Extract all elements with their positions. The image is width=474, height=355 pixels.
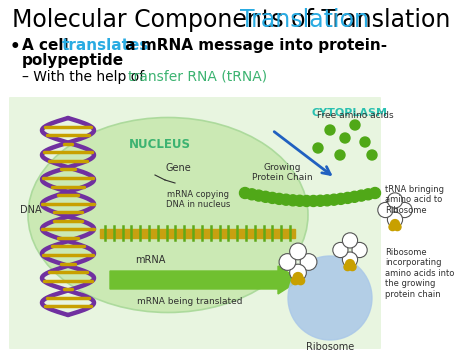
- Circle shape: [253, 190, 264, 201]
- Circle shape: [360, 137, 370, 147]
- Text: Ribosome: Ribosome: [306, 342, 354, 352]
- Circle shape: [260, 191, 271, 202]
- Circle shape: [273, 193, 285, 204]
- Circle shape: [342, 233, 357, 248]
- Circle shape: [301, 196, 312, 207]
- Circle shape: [352, 242, 367, 258]
- Circle shape: [290, 243, 306, 260]
- FancyArrow shape: [100, 229, 295, 237]
- Circle shape: [279, 253, 296, 271]
- Text: A cell: A cell: [22, 38, 74, 53]
- Text: mRNA being translated: mRNA being translated: [137, 297, 243, 306]
- Text: transfer RNA (tRNA): transfer RNA (tRNA): [128, 70, 267, 84]
- Text: Gene: Gene: [165, 163, 191, 173]
- Text: DNA: DNA: [20, 205, 42, 215]
- Circle shape: [342, 252, 357, 267]
- Circle shape: [328, 194, 339, 205]
- Circle shape: [340, 133, 350, 143]
- Circle shape: [239, 187, 250, 198]
- Circle shape: [292, 277, 299, 285]
- Text: •: •: [10, 38, 21, 56]
- Circle shape: [293, 273, 303, 282]
- Circle shape: [391, 220, 400, 228]
- Circle shape: [350, 120, 360, 130]
- Circle shape: [367, 150, 377, 160]
- Circle shape: [325, 125, 335, 135]
- FancyBboxPatch shape: [9, 97, 381, 349]
- Circle shape: [246, 189, 257, 200]
- Circle shape: [321, 195, 333, 206]
- Circle shape: [267, 192, 278, 203]
- Text: polypeptide: polypeptide: [22, 53, 124, 68]
- Circle shape: [363, 189, 374, 200]
- Circle shape: [356, 190, 367, 201]
- Circle shape: [288, 256, 372, 340]
- Text: CYTOPLASM: CYTOPLASM: [312, 108, 388, 118]
- Circle shape: [290, 264, 306, 281]
- Text: Growing
Protein Chain: Growing Protein Chain: [252, 163, 312, 182]
- Circle shape: [389, 223, 396, 231]
- Circle shape: [335, 150, 345, 160]
- Text: mRNA: mRNA: [135, 255, 165, 265]
- Text: Ribosome
incorporating
amino acids into
the growing
protein chain: Ribosome incorporating amino acids into …: [385, 248, 455, 299]
- Circle shape: [342, 192, 353, 203]
- Circle shape: [281, 194, 292, 205]
- Text: NUCLEUS: NUCLEUS: [129, 138, 191, 151]
- Circle shape: [297, 277, 305, 285]
- FancyArrow shape: [110, 266, 300, 294]
- Circle shape: [300, 253, 317, 271]
- Circle shape: [335, 193, 346, 204]
- Text: – With the help of: – With the help of: [22, 70, 149, 84]
- Circle shape: [287, 195, 299, 206]
- Circle shape: [294, 195, 305, 206]
- Circle shape: [346, 260, 355, 268]
- Circle shape: [344, 263, 351, 271]
- Circle shape: [387, 212, 402, 227]
- Circle shape: [378, 202, 393, 218]
- Text: mRNA copying
DNA in nucleus: mRNA copying DNA in nucleus: [166, 190, 230, 209]
- Text: Molecular Components of Translation: Molecular Components of Translation: [12, 8, 450, 32]
- Text: a mRNA message into protein-: a mRNA message into protein-: [120, 38, 387, 53]
- Text: Translation: Translation: [240, 8, 369, 32]
- Text: tRNA bringing
amino acid to
Ribosome: tRNA bringing amino acid to Ribosome: [385, 185, 444, 215]
- Circle shape: [397, 202, 412, 218]
- Circle shape: [313, 143, 323, 153]
- Circle shape: [333, 242, 348, 258]
- Circle shape: [349, 263, 356, 271]
- Circle shape: [370, 187, 381, 198]
- Circle shape: [387, 193, 402, 208]
- Ellipse shape: [28, 118, 308, 312]
- Circle shape: [315, 195, 326, 206]
- Circle shape: [308, 196, 319, 207]
- Text: translates: translates: [62, 38, 149, 53]
- Text: Free amino acids: Free amino acids: [317, 111, 393, 120]
- Circle shape: [394, 223, 401, 231]
- Circle shape: [349, 191, 360, 202]
